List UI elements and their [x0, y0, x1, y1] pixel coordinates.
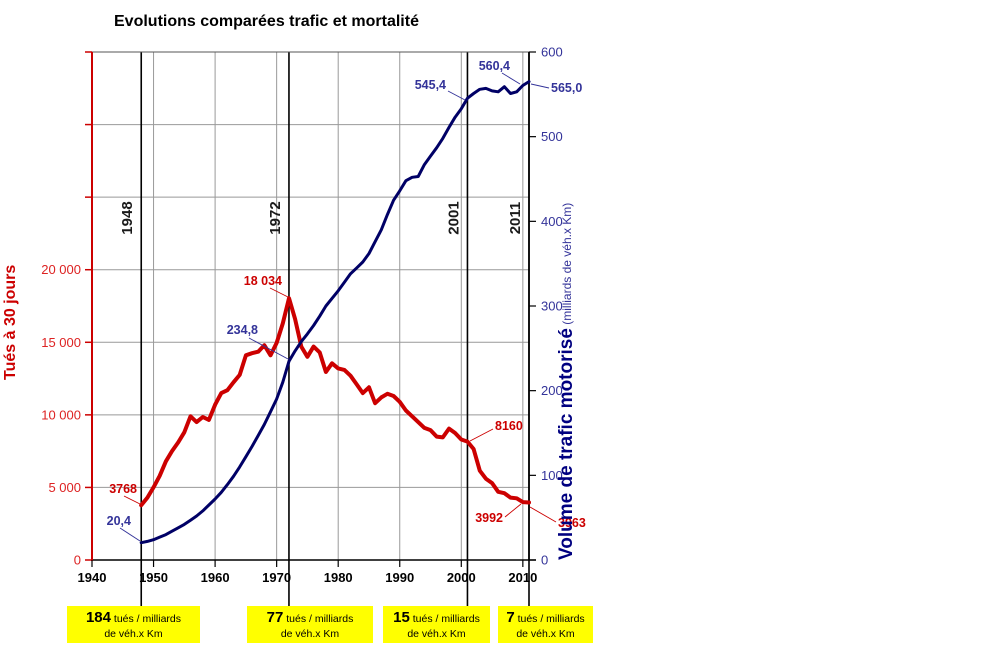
right-axis-title-main: Volume de trafic motorisé [556, 328, 577, 560]
right-tick-label: 200 [541, 383, 563, 398]
right-tick-label: 100 [541, 468, 563, 483]
ratio-value: 184 [85, 609, 111, 626]
event-line-label-1948: 1948 [119, 201, 136, 234]
left-axis-title: Tués à 30 jours [2, 264, 19, 380]
annotation-leader [248, 337, 289, 360]
annotation-leader [119, 527, 141, 542]
x-tick-label: 1970 [262, 570, 291, 585]
ratio-unit-2: de véh.x Km [280, 628, 340, 640]
left-tick-label: 5 000 [48, 480, 81, 495]
right-tick-label: 300 [541, 299, 563, 314]
ratio-box-2001: 15 tués / milliards de véh.x Km [383, 606, 490, 643]
annotation-3992: 3992 [475, 511, 503, 525]
chart-title: Evolutions comparées trafic et mortalité [114, 13, 419, 30]
annotation-8160: 8160 [495, 419, 523, 433]
right-axis-title-unit: (milliards de véh.x Km) [560, 202, 574, 329]
x-tick-label: 1940 [78, 570, 107, 585]
series-volume-trafic-motorise [139, 80, 531, 545]
annotation-leader [501, 72, 521, 85]
left-tick-label: 10 000 [41, 407, 81, 422]
annotation-2348: 234,8 [227, 323, 258, 337]
ratio-unit: tués / milliards [286, 613, 354, 625]
series-tues-a-30-jours [139, 296, 531, 508]
right-tick-label: 400 [541, 214, 563, 229]
annotation-leader [447, 90, 466, 101]
ratio-value: 7 [506, 609, 515, 626]
right-tick-label: 0 [541, 553, 548, 568]
ratio-box-2011: 7 tués / milliards de véh.x Km [498, 606, 593, 643]
annotation-3768: 3768 [109, 482, 137, 496]
annotation-204: 20,4 [107, 514, 131, 528]
event-line-label-2001: 2001 [445, 201, 462, 234]
annotation-5604: 560,4 [479, 59, 510, 73]
x-tick-label: 1960 [201, 570, 230, 585]
ratio-unit-2: de véh.x Km [407, 628, 466, 640]
annotation-leader [469, 428, 494, 442]
right-tick-label: 600 [541, 45, 563, 60]
ratio-box-1948: 184 tués / milliards de véh.x Km [67, 606, 200, 643]
ratio-box-1972: 77 tués / milliards de véh.x Km [247, 606, 373, 643]
x-tick-label: 1980 [324, 570, 353, 585]
x-tick-label: 2010 [508, 570, 537, 585]
ratio-unit: tués / milliards [113, 613, 182, 625]
annotation-leader [530, 83, 550, 89]
annotation-leader [123, 495, 141, 505]
annotation-leader [529, 506, 557, 523]
annotation-5454: 545,4 [415, 78, 446, 92]
x-tick-label: 1950 [139, 570, 168, 585]
ratio-unit-2: de véh.x Km [516, 628, 575, 640]
left-tick-label: 20 000 [41, 262, 81, 277]
left-tick-label: 0 [74, 553, 81, 568]
annotation-3963: 3963 [558, 516, 586, 530]
right-axis-title: Volume de trafic motorisé (milliards de … [556, 115, 578, 560]
annotation-18034: 18 034 [244, 274, 282, 288]
ratio-value: 15 [393, 609, 410, 626]
x-tick-label: 1990 [385, 570, 414, 585]
ratio-unit: tués / milliards [412, 613, 480, 625]
ratio-value: 77 [266, 609, 284, 626]
left-tick-label: 15 000 [41, 335, 81, 350]
annotation-leader [269, 287, 289, 298]
right-tick-label: 500 [541, 129, 563, 144]
annotation-5650: 565,0 [551, 81, 582, 95]
ratio-unit: tués / milliards [517, 613, 585, 625]
ratio-unit-2: de véh.x Km [104, 628, 163, 640]
event-line-label-2011: 2011 [507, 202, 524, 235]
x-tick-label: 2000 [447, 570, 476, 585]
annotation-leader [504, 503, 522, 518]
event-line-label-1972: 1972 [267, 201, 284, 234]
